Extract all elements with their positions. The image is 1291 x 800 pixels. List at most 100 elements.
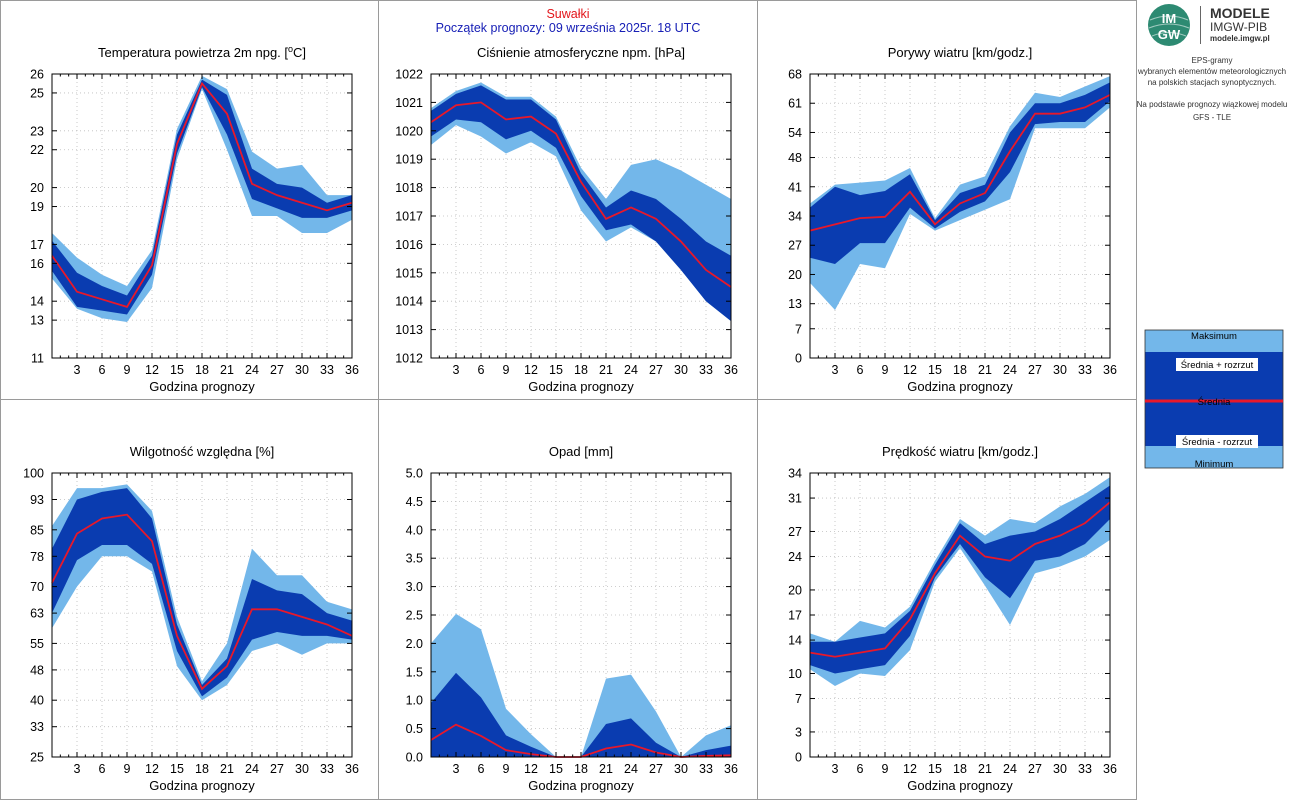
x-tick-label: 3 <box>832 762 839 776</box>
y-tick-label: 25 <box>30 751 44 765</box>
station-name: Suwałki <box>546 7 589 21</box>
y-tick-label: 24 <box>788 550 802 564</box>
y-tick-label: 3.0 <box>406 580 423 594</box>
chart-4: 3 6 9 12 15 18 21 24 27 30 33 360.00.51.01.52.02.53… <box>406 444 738 793</box>
y-tick-label: 61 <box>788 97 802 111</box>
x-tick-label: 12 <box>145 762 159 776</box>
legend-mean-plus-bg <box>1176 358 1258 371</box>
y-tick-label: 78 <box>30 550 44 564</box>
legend-mean-minus-bg <box>1176 435 1258 448</box>
y-tick-label: 34 <box>788 467 802 481</box>
x-tick-label: 36 <box>345 363 359 377</box>
x-tick-label: 6 <box>857 762 864 776</box>
x-tick-label: 27 <box>270 363 284 377</box>
imgw-logo: IM GW MODELE IMGW-PIB modele.imgw.pl <box>1148 4 1270 46</box>
x-tick-label: 33 <box>1078 762 1092 776</box>
x-tick-label: 30 <box>1053 363 1067 377</box>
logo-line2: IMGW-PIB <box>1210 20 1267 34</box>
x-tick-label: 18 <box>953 762 967 776</box>
x-tick-label: 33 <box>320 762 334 776</box>
x-tick-label: 21 <box>220 762 234 776</box>
y-tick-label: 63 <box>30 607 44 621</box>
y-tick-label: 0 <box>795 352 802 366</box>
y-tick-label: 14 <box>30 295 44 309</box>
range-band <box>431 613 731 757</box>
chart-5: 3 6 9 12 15 18 21 24 27 30 33 360371014172024273134… <box>788 444 1117 793</box>
y-tick-label: 41 <box>788 180 802 194</box>
y-tick-label: 22 <box>30 143 44 157</box>
x-tick-label: 36 <box>1103 762 1117 776</box>
y-tick-label: 48 <box>788 151 802 165</box>
x-tick-label: 33 <box>320 363 334 377</box>
x-tick-label: 18 <box>195 363 209 377</box>
x-tick-label: 36 <box>724 363 738 377</box>
legend-mean-label: Średnia <box>1198 396 1231 408</box>
y-tick-label: 1012 <box>395 352 423 366</box>
y-tick-label: 1.0 <box>406 694 423 708</box>
chart-1: 3 6 9 12 15 18 21 24 27 30 33 361012101310141015101… <box>395 45 738 394</box>
x-tick-label: 27 <box>1028 363 1042 377</box>
y-tick-label: 19 <box>30 200 44 214</box>
x-tick-label: 3 <box>74 762 81 776</box>
x-tick-label: 6 <box>99 363 106 377</box>
x-axis-label: Godzina prognozy <box>907 778 1013 793</box>
x-tick-label: 27 <box>649 762 663 776</box>
logo-line1: MODELE <box>1210 5 1270 21</box>
x-tick-label: 15 <box>549 363 563 377</box>
x-tick-label: 9 <box>882 363 889 377</box>
y-tick-label: 20 <box>788 268 802 282</box>
x-tick-label: 3 <box>832 363 839 377</box>
legend-min-label: Minimum <box>1195 459 1234 470</box>
x-axis-label: Godzina prognozy <box>149 778 255 793</box>
chart-title: Opad [mm] <box>549 444 613 459</box>
spread-band <box>52 79 352 315</box>
x-tick-label: 24 <box>245 363 259 377</box>
sidebar-line-1: EPS-gramy <box>1192 56 1233 65</box>
mean-line <box>51 81 353 308</box>
x-tick-label: 18 <box>574 762 588 776</box>
x-tick-label: 30 <box>295 762 309 776</box>
x-tick-label: 24 <box>245 762 259 776</box>
x-tick-label: 27 <box>649 363 663 377</box>
logo-badge-top: IM <box>1162 11 1176 26</box>
y-tick-label: 14 <box>788 634 802 648</box>
x-tick-label: 33 <box>699 363 713 377</box>
x-tick-label: 30 <box>295 363 309 377</box>
charts-group: 3 6 9 12 15 18 21 24 27 30 33 361113141617192022232… <box>23 44 1117 793</box>
x-tick-label: 30 <box>674 762 688 776</box>
y-tick-label: 17 <box>30 238 44 252</box>
mean-line <box>51 513 353 691</box>
legend-frame <box>1144 329 1284 469</box>
chart-title: Ciśnienie atmosferyczne npm. [hPa] <box>477 45 685 60</box>
x-tick-label: 12 <box>145 363 159 377</box>
y-tick-label: 85 <box>30 523 44 537</box>
logo-badge-bottom: GW <box>1158 27 1181 42</box>
y-tick-label: 2.0 <box>406 637 423 651</box>
x-tick-label: 12 <box>524 762 538 776</box>
y-tick-label: 7 <box>795 692 802 706</box>
x-tick-label: 12 <box>903 363 917 377</box>
y-tick-label: 1021 <box>395 96 423 110</box>
x-tick-label: 21 <box>978 762 992 776</box>
x-tick-label: 21 <box>599 762 613 776</box>
logo-globe-icon <box>1148 4 1190 46</box>
y-tick-label: 20 <box>788 583 802 597</box>
chart-title: Porywy wiatru [km/godz.] <box>888 45 1033 60</box>
x-tick-label: 6 <box>857 363 864 377</box>
x-axis-label: Godzina prognozy <box>907 379 1013 394</box>
x-tick-label: 24 <box>624 363 638 377</box>
y-tick-label: 68 <box>788 68 802 82</box>
x-tick-label: 6 <box>99 762 106 776</box>
legend-mean-plus-label: Średnia + rozrzut <box>1181 359 1254 371</box>
spread-band <box>431 672 731 757</box>
x-tick-label: 9 <box>124 762 131 776</box>
x-tick-label: 3 <box>74 363 81 377</box>
y-tick-label: 13 <box>30 314 44 328</box>
sidebar-line-5: Na podstawie prognozy wiązkowej modelu <box>1137 100 1288 109</box>
spread-band <box>810 485 1110 674</box>
x-tick-label: 24 <box>624 762 638 776</box>
x-tick-label: 24 <box>1003 363 1017 377</box>
spread-band <box>431 85 731 322</box>
x-tick-label: 6 <box>478 762 485 776</box>
y-tick-label: 1018 <box>395 181 423 195</box>
